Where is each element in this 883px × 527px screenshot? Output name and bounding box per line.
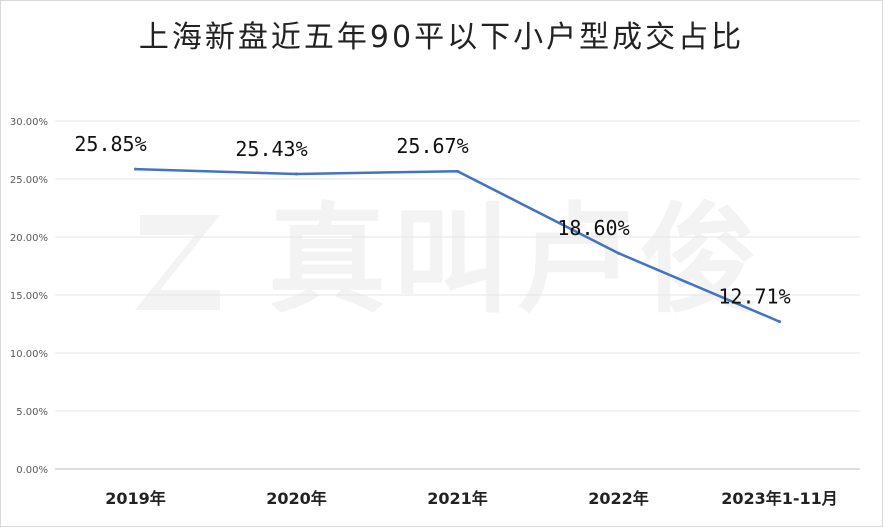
y-tick-label: 10.00% xyxy=(10,349,48,360)
y-tick-label: 0.00% xyxy=(16,465,48,476)
data-point xyxy=(134,167,137,171)
y-axis-ticks: 0.00% 5.00% 10.00% 15.00% 20.00% 25.00% 30.00% xyxy=(10,117,48,476)
data-point xyxy=(456,169,459,173)
x-axis-categories: 2019年 2020年 2021年 2022年 2023年1-11月 xyxy=(105,489,838,508)
x-category-label: 2021年 xyxy=(427,489,488,508)
series-line xyxy=(134,167,781,323)
y-tick-label: 20.00% xyxy=(10,233,48,244)
x-category-label: 2022年 xyxy=(588,489,649,508)
data-label: 25.43% xyxy=(235,137,307,161)
data-point xyxy=(295,172,298,176)
y-tick-label: 15.00% xyxy=(10,291,48,302)
data-label: 25.85% xyxy=(74,132,146,156)
x-category-label: 2023年1-11月 xyxy=(721,489,838,508)
chart-title: 上海新盘近五年90平以下小户型成交占比 xyxy=(138,20,745,55)
data-point xyxy=(778,320,781,324)
x-category-label: 2020年 xyxy=(266,489,327,508)
series-layer xyxy=(134,167,781,324)
watermark-logo-icon xyxy=(120,195,240,325)
data-label: 12.71% xyxy=(718,285,790,309)
data-labels: 25.85% 25.43% 25.67% 18.60% 12.71% xyxy=(74,132,790,308)
data-point xyxy=(617,251,620,255)
data-label: 25.67% xyxy=(396,134,468,158)
data-label: 18.60% xyxy=(557,216,629,240)
x-category-label: 2019年 xyxy=(105,489,166,508)
watermark: 真叫卢俊 xyxy=(120,185,780,335)
y-tick-label: 5.00% xyxy=(16,407,48,418)
watermark-text: 真叫卢俊 xyxy=(268,191,765,329)
y-tick-label: 25.00% xyxy=(10,175,48,186)
gridlines xyxy=(55,120,860,470)
y-tick-label: 30.00% xyxy=(10,117,48,128)
